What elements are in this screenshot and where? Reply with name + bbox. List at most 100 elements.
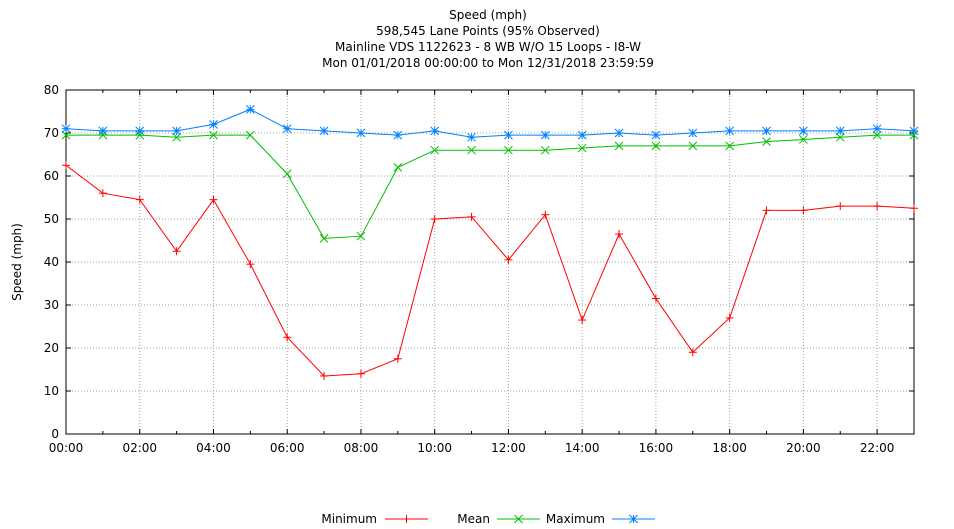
marker-stroke <box>540 145 550 155</box>
title-line-1: Speed (mph) <box>449 8 527 22</box>
x-tick-label: 00:00 <box>49 441 84 455</box>
marker-stroke <box>614 141 624 151</box>
x-tick-label: 04:00 <box>196 441 231 455</box>
series-minimum <box>62 161 918 380</box>
data-point-maximum <box>98 126 108 136</box>
marker-stroke <box>319 233 329 243</box>
marker-stroke <box>209 120 218 129</box>
data-point-mean <box>245 130 255 140</box>
data-point-minimum <box>98 189 107 198</box>
y-tick-label: 50 <box>44 212 59 226</box>
marker-stroke <box>430 145 440 155</box>
marker-stroke <box>172 132 181 142</box>
x-tick-label: 12:00 <box>491 441 526 455</box>
data-point-minimum <box>541 210 550 219</box>
y-tick-label: 10 <box>44 384 59 398</box>
marker-stroke <box>835 132 845 142</box>
data-point-minimum <box>651 294 660 303</box>
x-tick-label: 14:00 <box>565 441 600 455</box>
marker-stroke <box>651 130 661 140</box>
data-point-minimum <box>320 371 329 380</box>
title-line-3: Mainline VDS 1122623 - 8 WB W/O 15 Loops… <box>335 40 641 54</box>
data-point-mean <box>872 130 882 140</box>
data-point-maximum <box>319 126 329 136</box>
legend-item-minimum: Minimum <box>321 512 428 526</box>
marker-stroke <box>540 130 550 140</box>
marker-stroke <box>725 141 735 151</box>
marker-stroke <box>282 124 292 134</box>
data-point-minimum <box>430 215 439 223</box>
legend-marker-minimum <box>402 515 411 523</box>
y-tick-label: 80 <box>44 83 59 97</box>
data-point-maximum <box>245 104 255 114</box>
marker-stroke <box>909 126 919 136</box>
data-point-maximum <box>872 124 882 134</box>
data-point-maximum <box>835 126 845 136</box>
legend-label-minimum: Minimum <box>321 512 377 526</box>
data-point-maximum <box>356 128 366 138</box>
legend-label-mean: Mean <box>457 512 490 526</box>
x-tick-label: 10:00 <box>417 441 452 455</box>
x-tick-label: 18:00 <box>712 441 747 455</box>
y-tick-label: 30 <box>44 298 59 312</box>
data-point-minimum <box>504 255 513 264</box>
marker-stroke <box>135 130 145 140</box>
data-point-maximum <box>172 126 181 136</box>
marker-stroke <box>688 141 698 151</box>
legend-label-maximum: Maximum <box>546 512 605 526</box>
series-line-minimum <box>65 164 915 377</box>
data-point-minimum <box>135 195 144 204</box>
x-tick-label: 22:00 <box>860 441 895 455</box>
data-point-minimum <box>62 161 70 170</box>
marker-stroke <box>61 130 71 140</box>
x-axis: 00:00 02:00 04:00 06:00 08:00 10:00 12:00 14:00… <box>49 90 915 455</box>
data-point-maximum <box>651 130 661 140</box>
marker-stroke <box>98 126 108 136</box>
data-point-mean <box>762 137 771 146</box>
data-point-minimum <box>688 348 697 357</box>
marker-stroke <box>356 231 366 241</box>
marker-stroke <box>172 126 181 136</box>
data-point-mean <box>688 141 698 151</box>
marker-stroke <box>467 132 476 142</box>
legend-marker-maximum <box>629 514 638 524</box>
data-point-maximum <box>577 130 587 140</box>
marker-stroke <box>835 126 845 136</box>
data-point-maximum <box>909 126 919 136</box>
data-point-maximum <box>688 128 698 138</box>
data-point-mean <box>614 141 624 151</box>
marker-stroke <box>393 130 403 140</box>
marker-stroke <box>688 128 698 138</box>
data-point-maximum <box>282 124 292 134</box>
data-point-mean <box>393 163 403 172</box>
legend-item-maximum: Maximum <box>546 512 655 526</box>
marker-stroke <box>909 130 919 140</box>
y-tick-label: 0 <box>51 427 59 441</box>
marker-stroke <box>504 130 513 140</box>
marker-stroke <box>430 126 440 136</box>
y-tick-label: 20 <box>44 341 59 355</box>
data-point-maximum <box>762 126 771 136</box>
data-point-mean <box>540 145 550 155</box>
y-tick-label: 70 <box>44 126 59 140</box>
data-point-maximum <box>209 120 218 129</box>
marker-stroke <box>319 126 329 136</box>
marker-stroke <box>799 126 808 136</box>
data-point-mean <box>725 141 735 151</box>
marker-stroke <box>762 126 771 136</box>
marker-stroke <box>614 128 624 138</box>
y-axis-label: Speed (mph) <box>10 223 24 301</box>
data-point-maximum <box>799 126 808 136</box>
data-point-mean <box>909 130 919 140</box>
data-point-maximum <box>614 128 624 138</box>
title-line-2: 598,545 Lane Points (95% Observed) <box>376 24 600 38</box>
y-tick-label: 60 <box>44 169 59 183</box>
data-point-maximum <box>135 126 145 136</box>
x-tick-label: 16:00 <box>639 441 674 455</box>
data-point-maximum <box>393 130 403 140</box>
marker-stroke <box>504 145 513 155</box>
x-tick-label: 06:00 <box>270 441 305 455</box>
x-tick-label: 08:00 <box>344 441 379 455</box>
marker-stroke <box>872 130 882 140</box>
x-tick-label: 02:00 <box>122 441 157 455</box>
